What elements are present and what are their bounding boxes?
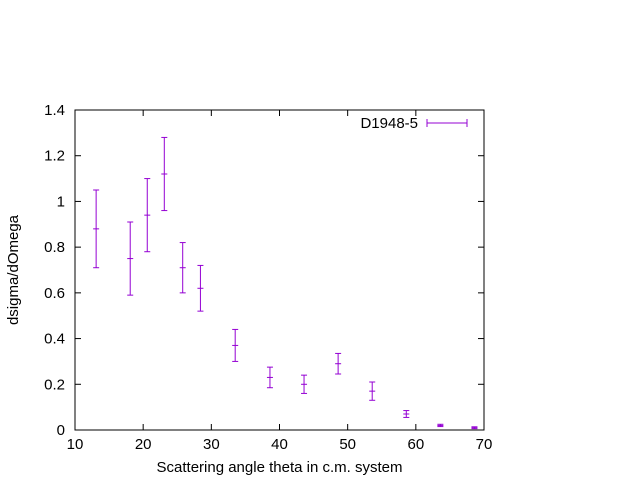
y-tick-label: 0.2 [44, 376, 65, 393]
x-axis-label: Scattering angle theta in c.m. system [157, 459, 403, 476]
data-point [197, 264, 204, 312]
x-tick-label: 10 [67, 436, 84, 453]
data-point [127, 221, 134, 296]
data-point [437, 423, 444, 428]
x-tick-label: 40 [271, 436, 288, 453]
y-tick-label: 0.6 [44, 285, 65, 302]
y-tick-label: 0 [57, 422, 65, 439]
x-tick-label: 60 [407, 436, 424, 453]
data-point [93, 189, 100, 269]
legend: D1948-5 [360, 115, 468, 132]
data-point [161, 136, 168, 212]
y-tick-label: 1.2 [44, 148, 65, 165]
axis-ticks: 10 20 30 40 50 60 70 0 0.2 0.4 0.6 0.8 1 1.2 1.4 [44, 102, 492, 453]
legend-label: D1948-5 [360, 115, 418, 132]
data-point [335, 352, 342, 375]
data-point [266, 366, 273, 389]
y-tick-label: 1 [57, 193, 65, 210]
data-point [301, 374, 308, 394]
data-point [403, 410, 410, 418]
data-point [144, 178, 151, 253]
data-point [369, 381, 376, 401]
y-tick-label: 0.8 [44, 239, 65, 256]
data-point [232, 328, 239, 362]
y-tick-label: 1.4 [44, 102, 65, 119]
plot-frame [74, 109, 485, 431]
x-tick-label: 50 [339, 436, 356, 453]
x-tick-label: 30 [203, 436, 220, 453]
y-axis-label: dsigma/dOmega [5, 214, 22, 325]
x-tick-label: 70 [476, 436, 493, 453]
data-point [179, 242, 186, 294]
series-layer [93, 136, 478, 430]
x-tick-label: 20 [135, 436, 152, 453]
data-point [471, 426, 478, 430]
y-tick-label: 0.4 [44, 331, 65, 348]
